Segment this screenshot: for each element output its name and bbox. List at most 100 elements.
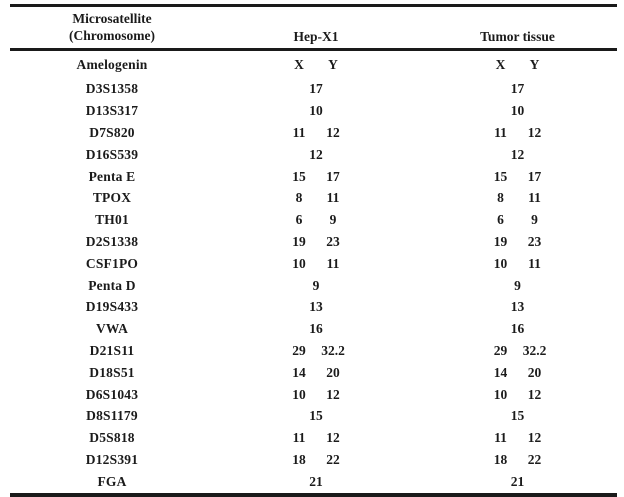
allele-value: 18 bbox=[292, 451, 306, 467]
marker-name: D5S818 bbox=[89, 430, 135, 446]
table-row: D13S317 10 10 bbox=[10, 100, 617, 122]
allele-value: 18 bbox=[493, 451, 508, 467]
hep-allele-values: 19 23 bbox=[214, 234, 418, 250]
allele-value: 15 bbox=[510, 408, 525, 424]
allele-value: 8 bbox=[295, 190, 303, 206]
column-header-tumor-tissue: Tumor tissue bbox=[480, 28, 555, 44]
table-row: TPOX 8 11 8 11 bbox=[10, 187, 617, 209]
hep-allele-values: 15 17 bbox=[214, 169, 418, 185]
allele-value: 9 bbox=[514, 277, 521, 293]
allele-value: 14 bbox=[493, 364, 508, 380]
table-row: D3S1358 17 17 bbox=[10, 79, 617, 101]
table-row: D8S1179 15 15 bbox=[10, 405, 617, 427]
marker-name: D16S539 bbox=[85, 146, 139, 162]
allele-value: 12 bbox=[326, 430, 340, 446]
marker-name: D19S433 bbox=[85, 299, 139, 315]
table-bottom-rule bbox=[10, 492, 617, 497]
tumor-allele-values: 10 bbox=[418, 103, 617, 119]
column-header-marker-line1: Microsatellite bbox=[72, 10, 152, 26]
tumor-allele-values: 29 32.2 bbox=[418, 343, 617, 359]
allele-value: 9 bbox=[329, 212, 337, 228]
allele-value: 32.2 bbox=[321, 342, 345, 358]
allele-value: X bbox=[495, 56, 506, 72]
allele-value: 12 bbox=[309, 146, 323, 162]
tumor-allele-values: 10 11 bbox=[418, 256, 617, 272]
allele-value: 8 bbox=[497, 190, 504, 206]
hep-allele-values: 15 bbox=[214, 408, 418, 424]
tumor-allele-values: 10 12 bbox=[418, 387, 617, 403]
marker-name: D6S1043 bbox=[85, 386, 139, 402]
allele-value: 20 bbox=[326, 364, 340, 380]
allele-value: Y bbox=[529, 56, 540, 72]
allele-value: 17 bbox=[527, 168, 542, 184]
tumor-allele-values: 15 17 bbox=[418, 169, 617, 185]
hep-allele-values: 21 bbox=[214, 474, 418, 490]
table-row: Amelogenin X Y X Y bbox=[10, 51, 617, 79]
allele-value: 12 bbox=[527, 430, 542, 446]
allele-value: 29 bbox=[493, 342, 508, 358]
allele-value: 15 bbox=[292, 168, 306, 184]
allele-value: 23 bbox=[527, 233, 542, 249]
marker-name: TPOX bbox=[92, 190, 132, 206]
hep-allele-values: 12 bbox=[214, 147, 418, 163]
table-row: D21S11 29 32.2 29 32.2 bbox=[10, 340, 617, 362]
table-row: TH01 6 9 6 9 bbox=[10, 209, 617, 231]
allele-value: 11 bbox=[326, 190, 340, 206]
allele-value: 10 bbox=[510, 103, 525, 119]
allele-value: 10 bbox=[493, 255, 508, 271]
hep-allele-values: 10 bbox=[214, 103, 418, 119]
allele-value: 21 bbox=[309, 473, 323, 489]
allele-value: 10 bbox=[292, 255, 306, 271]
str-profile-table: Microsatellite (Chromosome) Hep-X1 Tumor… bbox=[10, 4, 617, 497]
table-row: D12S391 18 22 18 22 bbox=[10, 449, 617, 471]
allele-value: 32.2 bbox=[522, 342, 547, 358]
hep-allele-values: 29 32.2 bbox=[214, 343, 418, 359]
table-row: D7S820 11 12 11 12 bbox=[10, 122, 617, 144]
allele-value: X bbox=[294, 56, 304, 72]
marker-name: D18S51 bbox=[89, 364, 135, 380]
marker-name: D3S1358 bbox=[85, 81, 139, 97]
tumor-allele-values: 8 11 bbox=[418, 190, 617, 206]
allele-value: 11 bbox=[528, 255, 541, 271]
table-row: FGA 21 21 bbox=[10, 471, 617, 493]
allele-value: 15 bbox=[493, 168, 508, 184]
allele-value: 16 bbox=[309, 321, 323, 337]
tumor-allele-values: 15 bbox=[418, 408, 617, 424]
marker-name: D21S11 bbox=[89, 342, 135, 358]
allele-value: 6 bbox=[497, 212, 504, 228]
allele-value: 6 bbox=[295, 212, 303, 228]
column-header-marker-line2: (Chromosome) bbox=[69, 27, 155, 43]
table-row: D2S1338 19 23 19 23 bbox=[10, 231, 617, 253]
allele-value: 16 bbox=[510, 321, 525, 337]
marker-name: Penta E bbox=[88, 168, 136, 184]
allele-value: 19 bbox=[493, 233, 508, 249]
allele-value: 13 bbox=[510, 299, 525, 315]
allele-value: 10 bbox=[309, 103, 323, 119]
allele-value: 11 bbox=[326, 255, 340, 271]
allele-value: 22 bbox=[326, 451, 340, 467]
marker-name: VWA bbox=[95, 321, 129, 337]
allele-value: 12 bbox=[527, 386, 542, 402]
allele-value: 10 bbox=[292, 386, 306, 402]
marker-name: Penta D bbox=[88, 277, 136, 293]
hep-allele-values: 9 bbox=[214, 278, 418, 294]
marker-name: D2S1338 bbox=[85, 233, 139, 249]
tumor-allele-values: 11 12 bbox=[418, 430, 617, 446]
allele-value: 11 bbox=[528, 190, 541, 206]
tumor-allele-values: 18 22 bbox=[418, 452, 617, 468]
allele-value: 21 bbox=[510, 473, 525, 489]
tumor-allele-values: 19 23 bbox=[418, 234, 617, 250]
marker-name: D7S820 bbox=[89, 124, 135, 140]
marker-name: CSF1PO bbox=[85, 255, 139, 271]
marker-name: D12S391 bbox=[85, 451, 139, 467]
allele-value: 11 bbox=[292, 124, 306, 140]
table-row: VWA 16 16 bbox=[10, 318, 617, 340]
table-row: D16S539 12 12 bbox=[10, 144, 617, 166]
marker-name: D8S1179 bbox=[86, 408, 138, 424]
allele-value: 12 bbox=[527, 124, 542, 140]
allele-value: 12 bbox=[326, 386, 340, 402]
table-body: Amelogenin X Y X Y D3S1358 17 17 D13S317 10 10 D7S8… bbox=[10, 51, 617, 493]
allele-value: 17 bbox=[326, 168, 340, 184]
table-row: D5S818 11 12 11 12 bbox=[10, 427, 617, 449]
